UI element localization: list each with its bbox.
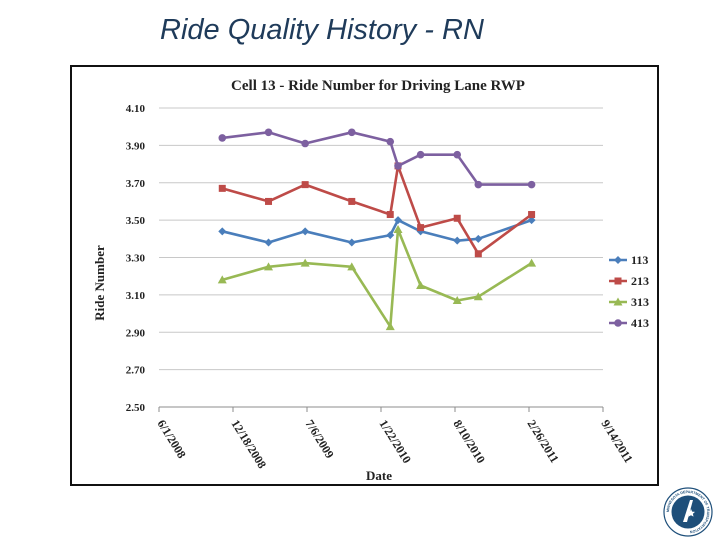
y-tick-label: 2.50 [126, 402, 146, 414]
data-point [394, 162, 402, 170]
x-tick-label: 6/1/2008 [154, 417, 188, 461]
data-point [264, 238, 273, 247]
data-point [416, 281, 426, 290]
y-tick-label: 3.10 [126, 290, 146, 302]
y-tick-label: 2.70 [126, 365, 146, 377]
data-point [386, 211, 394, 219]
data-point [453, 236, 462, 245]
data-point [527, 216, 536, 225]
y-tick-label: 3.70 [126, 178, 146, 190]
data-point [301, 181, 309, 189]
legend-marker [614, 277, 622, 285]
data-point [386, 231, 395, 240]
legend-label: 313 [631, 295, 649, 309]
data-point [347, 262, 357, 271]
legend-label: 413 [631, 316, 649, 330]
x-tick-label: 12/18/2008 [228, 417, 269, 471]
data-point [417, 224, 425, 232]
y-tick-label: 2.90 [126, 327, 146, 339]
y-tick-labels: 2.50 2.70 2.90 3.10 3.30 3.50 3.70 3.90 4.10 [126, 103, 146, 414]
data-point [347, 128, 356, 137]
data-point [452, 295, 462, 304]
data-point [217, 275, 227, 284]
gridlines [159, 107, 603, 371]
series-413 [218, 128, 536, 189]
data-point [265, 197, 273, 205]
data-point [385, 322, 395, 331]
x-tick-label: 7/6/2009 [302, 417, 336, 461]
data-point [218, 184, 226, 192]
y-tick-label: 4.10 [126, 103, 146, 115]
x-tick-labels: 6/1/2008 12/18/2008 7/6/2009 1/22/2010 8/10/… [154, 417, 635, 471]
slide-title: Ride Quality History - RN [160, 14, 484, 46]
data-point [348, 197, 356, 205]
chart-title: Cell 13 - Ride Number for Driving Lane R… [231, 78, 525, 94]
legend-marker [614, 319, 622, 327]
data-point [300, 258, 310, 267]
axes [158, 406, 604, 412]
data-point [347, 238, 356, 247]
series-line [221, 164, 533, 256]
y-tick-label: 3.90 [126, 140, 146, 152]
legend-marker [613, 297, 623, 306]
data-point [473, 292, 483, 301]
series-113 [218, 216, 536, 247]
y-axis-label: Ride Number [92, 245, 107, 321]
y-tick-label: 3.30 [126, 253, 146, 265]
data-point [453, 214, 461, 222]
x-tick-label: 9/14/2011 [598, 417, 635, 465]
data-point [386, 137, 395, 146]
series-313 [217, 224, 537, 331]
series-line [222, 131, 532, 186]
legend-label: 213 [631, 274, 649, 288]
data-point [453, 150, 462, 159]
data-point [528, 211, 536, 219]
data-point [474, 234, 483, 243]
legend-marker [614, 256, 622, 264]
data-point [393, 224, 403, 233]
data-point [218, 227, 227, 236]
x-tick-label: 1/22/2010 [376, 417, 414, 466]
data-point [474, 180, 483, 189]
series-line [221, 228, 533, 328]
chart-frame: Cell 13 - Ride Number for Driving Lane R… [70, 65, 659, 486]
legend: 113 213 313 413 [609, 253, 649, 330]
y-tick-label: 3.50 [126, 215, 146, 227]
series-lines [217, 128, 537, 331]
x-tick-label: 2/26/2011 [524, 417, 561, 465]
x-tick-label: 8/10/2010 [450, 417, 488, 466]
data-point [474, 250, 482, 258]
data-point [218, 134, 227, 142]
line-chart: Cell 13 - Ride Number for Driving Lane R… [92, 78, 649, 483]
department-of-transportation-seal: MINNESOTA DEPARTMENT OF TRANSPORTATION [663, 487, 713, 537]
data-point [527, 180, 536, 189]
data-point [416, 150, 425, 159]
data-point [264, 128, 273, 137]
data-point [301, 227, 310, 236]
data-point [527, 258, 537, 267]
series-213 [218, 162, 536, 258]
data-point [301, 139, 309, 148]
data-point [394, 216, 403, 225]
series-line [221, 218, 533, 244]
legend-label: 113 [631, 253, 648, 267]
data-point [264, 262, 274, 271]
x-axis-label: Date [366, 468, 392, 483]
